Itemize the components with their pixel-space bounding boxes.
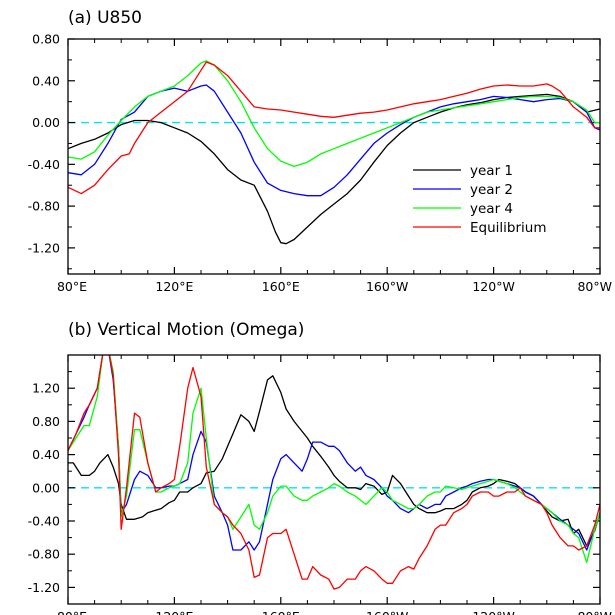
x-tick-label: 80°E: [57, 609, 87, 615]
x-tick-label: 120°E: [155, 279, 193, 294]
x-tick-label: 160°W: [366, 609, 408, 615]
y-tick-label: -0.80: [28, 199, 60, 214]
series-line-equilibrium: [68, 61, 600, 195]
x-tick-label: 160°E: [262, 609, 300, 615]
y-tick-label: -1.20: [28, 240, 60, 255]
panel-a-u850: (a) U850 0.80 0.40 0.00 -0.40 -0.80 -1.20 80°E…: [28, 8, 612, 294]
y-tick-label: -0.80: [28, 547, 60, 562]
x-tick-label: 80°W: [577, 279, 612, 294]
y-tick-label: -0.40: [28, 157, 60, 172]
panel-b-title: (b) Vertical Motion (Omega): [68, 320, 304, 340]
panel-a-plot: 0.80 0.40 0.00 -0.40 -0.80 -1.20 80°E 120°E 160°…: [28, 32, 612, 295]
legend-label: year 4: [470, 201, 513, 217]
x-tick-label: 80°W: [577, 609, 612, 615]
series-line-year-1: [68, 375, 600, 547]
y-tick-label: -1.20: [28, 580, 60, 595]
legend-label: Equilibrium: [470, 220, 547, 236]
y-tick-label: -0.40: [28, 514, 60, 529]
y-tick-label: 0.80: [32, 414, 60, 429]
x-tick-label: 120°E: [155, 609, 193, 615]
y-tick-label: 1.20: [32, 381, 60, 396]
legend-label: year 1: [470, 163, 513, 179]
x-tick-label: 160°E: [262, 279, 300, 294]
x-tick-label: 120°W: [472, 279, 514, 294]
legend-label: year 2: [470, 182, 513, 198]
plot-frame: [67, 38, 601, 275]
y-tick-label: 0.00: [32, 480, 60, 495]
plot-frame: [67, 354, 601, 605]
series-line-year-2: [68, 355, 600, 551]
legend: year 1 year 2 year 4 Equilibrium: [413, 163, 547, 236]
x-tick-label: 120°W: [472, 609, 514, 615]
x-tick-label: 80°E: [57, 279, 87, 294]
panel-a-title: (a) U850: [68, 8, 142, 28]
y-tick-label: 0.40: [32, 73, 60, 88]
y-tick-label: 0.80: [32, 32, 60, 47]
x-tick-label: 160°W: [366, 279, 408, 294]
series-line-equilibrium: [68, 355, 600, 590]
y-tick-label: 0.00: [32, 115, 60, 130]
y-tick-label: 0.40: [32, 447, 60, 462]
panel-b-plot: 1.20 0.80 0.40 0.00 -0.40 -0.80 -1.20 80°E 120°E…: [28, 354, 612, 615]
panel-b-vertical-motion: (b) Vertical Motion (Omega) 1.20 0.80 0.40…: [28, 320, 612, 615]
series-line-year-4: [68, 60, 600, 168]
